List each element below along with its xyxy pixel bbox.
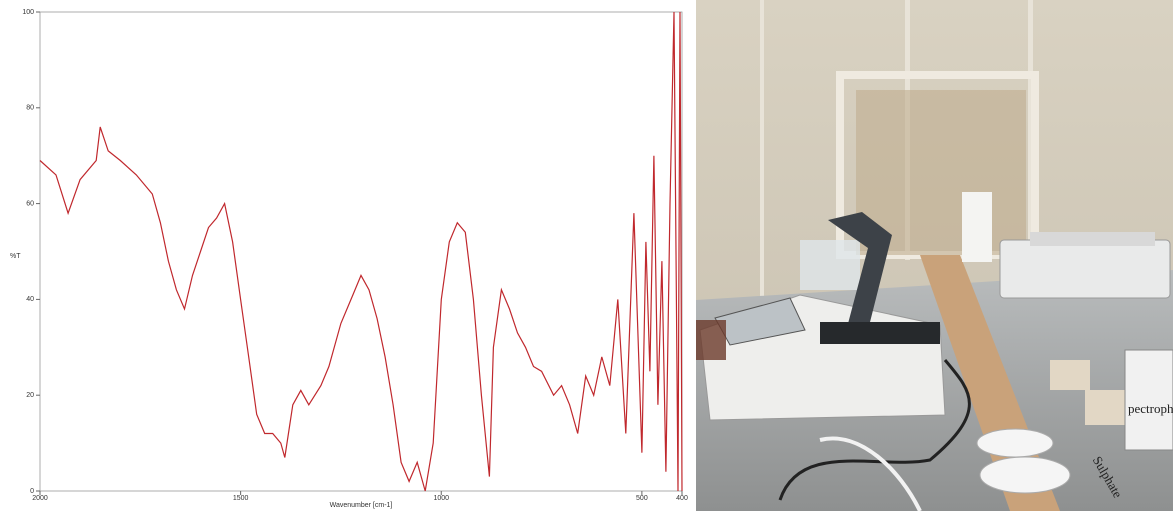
figure: Sulphate pectroph %T Wavenumber [cm-1] 0… bbox=[0, 0, 1173, 511]
hand bbox=[696, 320, 726, 360]
photo-label: pectroph bbox=[1128, 401, 1173, 416]
x-tick-label: 1000 bbox=[433, 495, 449, 502]
plot-area bbox=[40, 12, 682, 491]
x-axis-label: Wavenumber [cm-1] bbox=[330, 502, 393, 509]
photo: Sulphate pectroph bbox=[696, 0, 1173, 511]
dish bbox=[977, 429, 1053, 457]
dish bbox=[980, 457, 1070, 493]
paper bbox=[962, 192, 992, 262]
sample-card bbox=[1085, 390, 1130, 425]
y-tick-label: 80 bbox=[26, 105, 34, 112]
x-tick-label: 1500 bbox=[233, 495, 249, 502]
y-tick-label: 20 bbox=[26, 392, 34, 399]
y-tick-label: 40 bbox=[26, 296, 34, 303]
y-tick-label: 0 bbox=[30, 488, 34, 495]
sample-compartment bbox=[820, 322, 940, 344]
y-tick-label: 60 bbox=[26, 200, 34, 207]
wall-seam bbox=[760, 0, 764, 300]
page: {"chart_data": {"type": "line", "y_label… bbox=[0, 0, 1173, 516]
balance-pan bbox=[1030, 232, 1155, 246]
sample-card bbox=[1050, 360, 1090, 390]
balance bbox=[1000, 240, 1170, 298]
x-tick-label: 2000 bbox=[32, 495, 48, 502]
y-axis-label: %T bbox=[10, 253, 21, 260]
y-tick-label: 100 bbox=[22, 9, 34, 16]
x-tick-label: 500 bbox=[636, 495, 648, 502]
glassware bbox=[800, 240, 860, 290]
x-tick-label: 400 bbox=[676, 495, 688, 502]
